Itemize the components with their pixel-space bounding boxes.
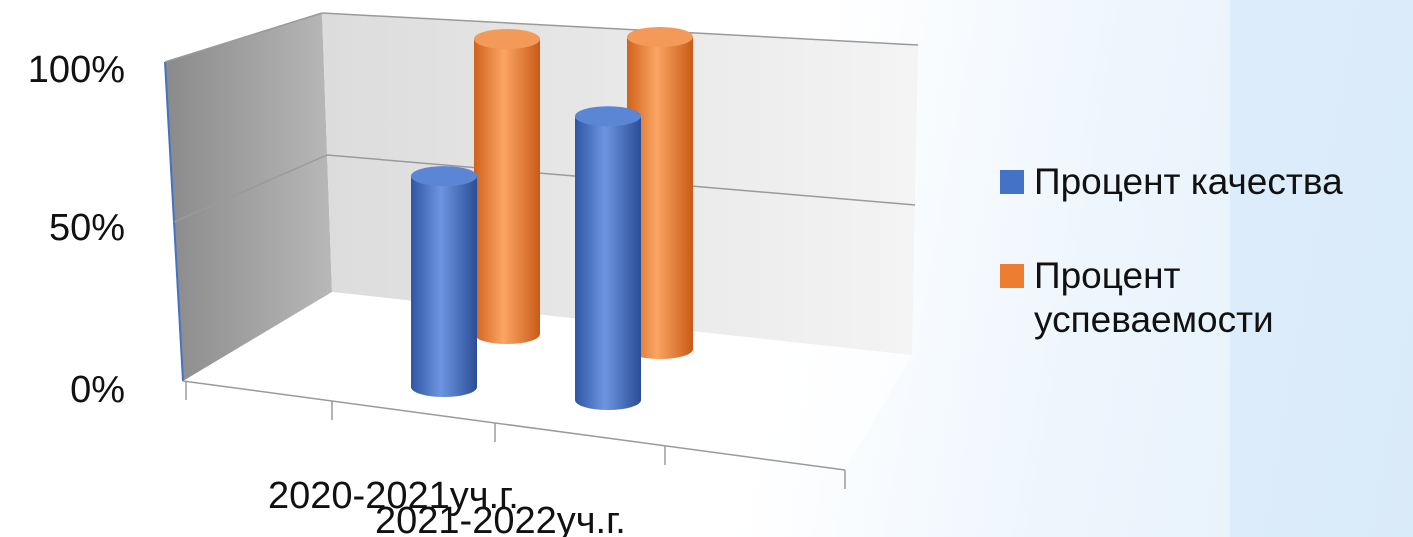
bar-cylinder bbox=[627, 27, 693, 359]
x-category-label: 2021-2022уч.г. bbox=[375, 500, 626, 537]
y-tick-label: 100% bbox=[28, 49, 125, 91]
legend-label: Процент качества bbox=[1034, 161, 1343, 202]
legend-item: Процент качества bbox=[1000, 160, 1410, 204]
bars-layer bbox=[411, 27, 693, 410]
legend-label: Процент успеваемости bbox=[1034, 255, 1274, 340]
x-category-label: 2020-2021уч.г. bbox=[268, 475, 519, 517]
legend-item: Процент успеваемости bbox=[1000, 254, 1410, 342]
gridline bbox=[321, 12, 919, 46]
bar-cylinder bbox=[575, 106, 641, 410]
bar-cylinder bbox=[411, 166, 477, 397]
x-axis-line bbox=[182, 380, 846, 471]
bar-cylinder bbox=[474, 29, 540, 344]
chart-floor bbox=[183, 292, 912, 470]
legend-swatch-icon bbox=[1000, 264, 1024, 288]
chart-legend: Процент качества Процент успеваемости bbox=[1000, 160, 1410, 392]
background-panel-strip bbox=[1230, 0, 1413, 537]
legend-swatch-icon bbox=[1000, 170, 1024, 194]
y-tick-label: 50% bbox=[49, 207, 125, 249]
gridline bbox=[164, 12, 323, 63]
y-tick-label: 0% bbox=[70, 369, 125, 411]
chart-left-wall bbox=[165, 13, 332, 381]
gridline bbox=[173, 154, 328, 223]
